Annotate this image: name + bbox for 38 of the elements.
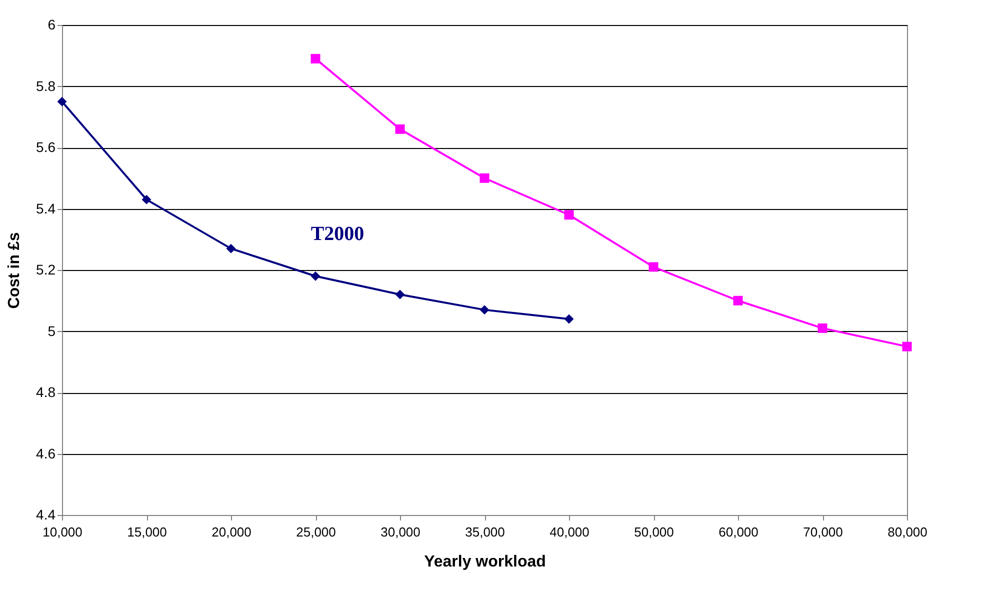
point (395, 290, 405, 300)
point (564, 210, 574, 220)
point (395, 124, 405, 134)
x-tick-label: 30,000 (380, 524, 420, 540)
y-tick-label: 5 (48, 322, 56, 339)
point (564, 314, 574, 324)
point (733, 296, 743, 306)
series-label: T2000 (310, 223, 364, 246)
x-tick-label: 20,000 (212, 524, 252, 540)
y-tick-label: 6 (48, 16, 56, 32)
point (226, 244, 236, 254)
x-tick-label: 25,000 (296, 524, 336, 540)
x-tick-label: 40,000 (550, 524, 590, 540)
y-tick-label: 5.2 (36, 262, 56, 278)
x-tick-label: 10,000 (42, 524, 82, 540)
point (648, 262, 658, 272)
x-tick-label: 35,000 (465, 524, 505, 540)
y-tick-label: 4.4 (36, 506, 56, 522)
y-tick-label: 4.8 (36, 384, 56, 400)
x-axis-title: Yearly workload (424, 554, 546, 570)
point (902, 342, 912, 352)
point (480, 173, 490, 183)
point (57, 96, 67, 106)
x-tick-label: 70,000 (803, 524, 843, 540)
point (818, 323, 828, 333)
x-tick-label: 80,000 (888, 524, 928, 540)
point (480, 305, 490, 315)
y-tick-label: 5.8 (36, 78, 56, 94)
point (142, 194, 152, 204)
y-tick-label: 5.4 (36, 200, 56, 216)
x-tick-label: 60,000 (718, 524, 758, 540)
x-tick-label: 50,000 (634, 524, 674, 540)
y-tick-label: 5.6 (36, 139, 56, 155)
point (310, 271, 320, 281)
y-axis-title: Cost in £s (6, 232, 24, 309)
y-tick-label: 4.6 (36, 445, 56, 462)
point (310, 54, 320, 64)
x-tick-label: 15,000 (127, 524, 167, 540)
